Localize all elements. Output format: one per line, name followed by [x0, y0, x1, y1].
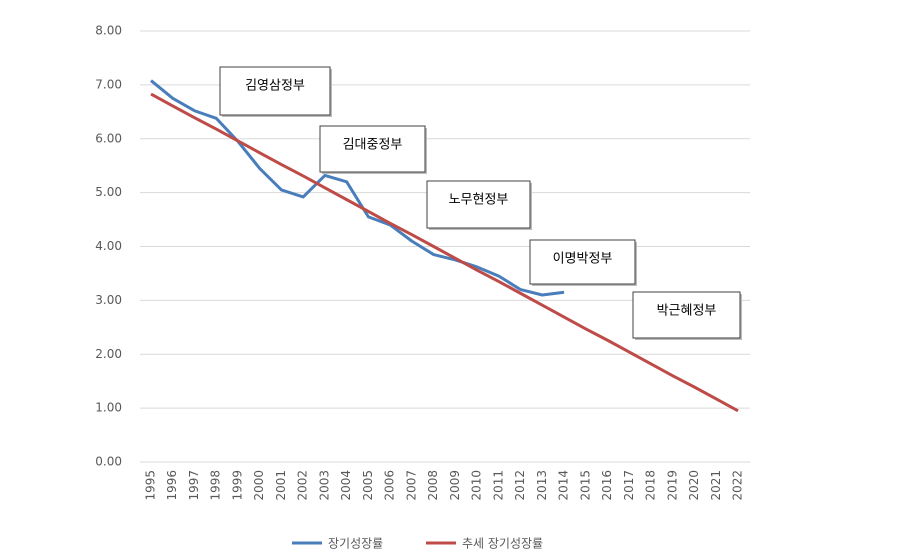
annotation-label: 이명박정부 [553, 252, 613, 267]
y-tick-label: 3.00 [95, 293, 122, 307]
y-tick-label: 7.00 [95, 77, 122, 91]
x-tick-label: 2006 [383, 470, 397, 501]
x-tick-label: 2007 [404, 470, 418, 501]
annotation-box [529, 239, 636, 285]
x-tick-label: 2017 [622, 470, 636, 501]
y-tick-label: 8.00 [95, 24, 122, 38]
x-tick-label: 2014 [557, 470, 571, 501]
legend-label: 추세 장기성장률 [462, 537, 543, 551]
annotation-box [319, 125, 426, 173]
series-line [150, 79, 565, 297]
x-tick-label: 2019 [665, 470, 679, 501]
y-tick-label: 0.00 [95, 455, 122, 469]
x-tick-label: 2003 [317, 470, 331, 501]
series-line [150, 92, 739, 413]
x-tick-label: 2016 [600, 470, 614, 501]
x-tick-label: 2004 [339, 470, 353, 501]
annotation-box [632, 291, 741, 339]
x-tick-label: 2020 [687, 470, 701, 501]
x-tick-label: 2009 [448, 470, 462, 501]
x-tick-label: 1996 [165, 470, 179, 501]
x-tick-label: 2013 [535, 470, 549, 501]
x-tick-label: 2002 [296, 470, 310, 501]
y-tick-label: 5.00 [95, 185, 122, 199]
x-tick-label: 1999 [230, 470, 244, 501]
x-tick-label: 2018 [644, 470, 658, 501]
x-tick-label: 2012 [513, 470, 527, 501]
y-tick-label: 4.00 [95, 239, 122, 253]
annotation-box [426, 180, 531, 229]
x-tick-label: 2000 [252, 470, 266, 501]
annotation-box [219, 66, 331, 116]
annotation-label: 김영삼정부 [245, 79, 305, 94]
x-tick-label: 2008 [426, 470, 440, 501]
x-tick-label: 1997 [187, 470, 201, 501]
x-tick-label: 2010 [470, 470, 484, 501]
x-tick-label: 1998 [209, 470, 223, 501]
x-tick-label: 2001 [274, 470, 288, 501]
x-tick-label: 2005 [361, 470, 375, 501]
y-tick-label: 1.00 [95, 401, 122, 415]
x-tick-label: 2015 [578, 470, 592, 501]
x-tick-label: 2011 [491, 470, 505, 501]
annotation-label: 노무현정부 [449, 193, 509, 208]
x-tick-label: 2022 [731, 470, 745, 501]
annotation-label: 박근혜정부 [657, 304, 717, 319]
y-tick-label: 6.00 [95, 131, 122, 145]
legend-label: 장기성장률 [328, 537, 383, 551]
x-tick-label: 2021 [709, 470, 723, 501]
x-tick-label: 1995 [144, 470, 158, 501]
y-tick-label: 2.00 [95, 347, 122, 361]
annotation-label: 김대중정부 [343, 138, 403, 153]
